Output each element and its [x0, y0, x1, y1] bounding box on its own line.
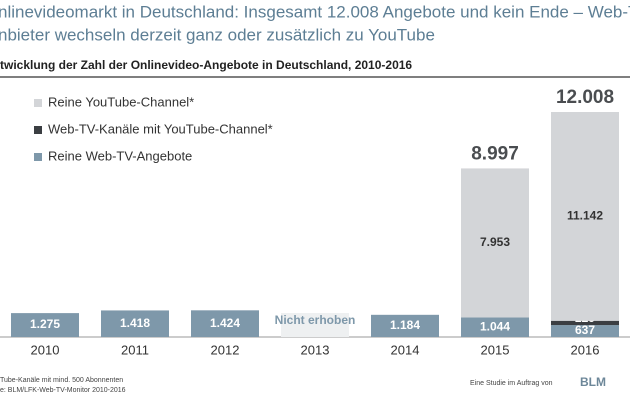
legend-label: Reine Web-TV-Angebote [48, 148, 192, 163]
x-tick-label: 2016 [571, 342, 600, 357]
data-label: 1.184 [390, 318, 420, 332]
commission-note: Eine Studie im Auftrag von [470, 380, 553, 387]
bar-segment [191, 310, 259, 337]
data-label: 1.275 [30, 317, 60, 331]
legend-swatch [34, 126, 42, 134]
title-line: nbieter wechseln derzeit ganz oder zusät… [0, 25, 435, 44]
bar-segment [101, 310, 169, 337]
data-label: 1.044 [480, 319, 510, 333]
annotation: Nicht erhoben [275, 313, 356, 327]
data-label: 1.424 [210, 316, 240, 330]
x-tick-label: 2010 [31, 342, 60, 357]
footnote: Tube-Kanäle mit mind. 500 Abonnenten [0, 377, 123, 384]
bar-segment [11, 313, 79, 337]
legend-label: Web-TV-Kanäle mit YouTube-Channel* [48, 121, 273, 136]
total-label: 12.008 [556, 87, 614, 108]
bar-segment [551, 320, 619, 326]
x-tick-label: 2015 [481, 342, 510, 357]
footnote: e: BLM/LFK-Web-TV-Monitor 2010-2016 [0, 387, 126, 394]
legend-swatch [34, 153, 42, 161]
bar-segment [551, 112, 619, 321]
bar-segment [461, 317, 529, 337]
data-label: 11.142 [567, 209, 603, 223]
placeholder-bar [281, 313, 349, 337]
x-tick-label: 2013 [301, 342, 330, 357]
subtitle: twicklung der Zahl der Onlinevideo-Angeb… [0, 58, 412, 72]
x-tick-label: 2014 [391, 342, 420, 357]
data-label: 637 [575, 323, 595, 337]
bar-segment [461, 168, 529, 318]
data-label: 7.953 [480, 235, 510, 249]
legend-swatch [34, 99, 42, 107]
x-tick-label: 2012 [211, 342, 240, 357]
data-label: 1.418 [120, 316, 150, 330]
bar-segment [551, 325, 619, 337]
bar-segment [371, 314, 439, 337]
logo: BLM [580, 375, 606, 389]
title: nlinevideomarkt in Deutschland: Insgesam… [0, 2, 630, 21]
x-tick-label: 2011 [121, 342, 149, 357]
legend-label: Reine YouTube-Channel* [48, 94, 194, 109]
total-label: 8.997 [471, 143, 519, 164]
